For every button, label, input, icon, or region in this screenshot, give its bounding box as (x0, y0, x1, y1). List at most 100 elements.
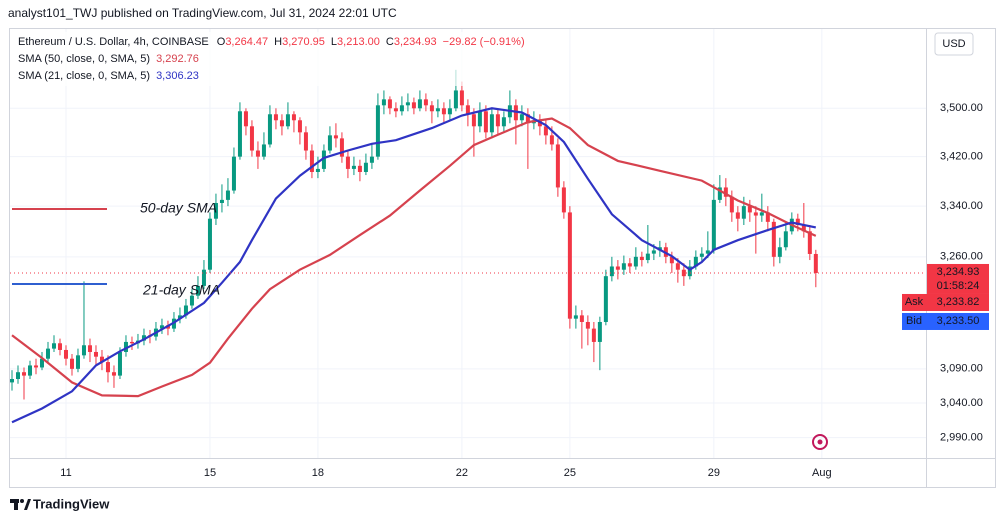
candle-body (273, 114, 278, 121)
candle-body (213, 203, 218, 219)
annotation: 50-day SMA (140, 200, 217, 216)
legend-name: SMA (21, close, 0, SMA, 5) (18, 70, 150, 82)
candle-body (597, 321, 602, 342)
x-tick-label: Aug (812, 467, 832, 479)
legend-value: 3,306.23 (156, 70, 199, 82)
candle-body (459, 90, 464, 106)
candle-body (447, 108, 452, 115)
candle-body (111, 372, 116, 376)
candle-body (39, 358, 44, 368)
candle-body (297, 120, 302, 133)
candle-body (669, 256, 674, 264)
candle-body (10, 379, 14, 383)
candle-body (525, 114, 530, 124)
legend-line: SMA (21, close, 0, SMA, 5) 3,306.23 (18, 70, 199, 82)
y-tick-label: 3,340.00 (940, 200, 983, 212)
candle-body (645, 253, 650, 261)
y-tick-label: 3,040.00 (940, 397, 983, 409)
sma-line (11, 107, 817, 424)
candle-body (705, 250, 710, 254)
candle-body (75, 355, 80, 369)
candle-body (699, 253, 704, 257)
quote-value: 3,233.82 (937, 296, 980, 308)
candle-body (321, 150, 326, 169)
candle-body (729, 196, 734, 213)
candle-body (339, 138, 344, 157)
ohlc-value: 3,270.95 (282, 36, 325, 48)
y-tick-label: 3,090.00 (940, 363, 983, 375)
x-tick-label: 15 (204, 467, 216, 479)
candle-body (63, 349, 68, 359)
candle-body (807, 231, 812, 254)
candle-body (159, 325, 164, 329)
candle-body (621, 263, 626, 270)
candle-body (57, 343, 62, 350)
candle-body (309, 150, 314, 172)
candle-body (363, 162, 368, 172)
candle-body (561, 187, 566, 213)
currency[interactable]: USD (942, 38, 965, 50)
candle-body (795, 218, 800, 226)
ohlc-label: O (217, 36, 226, 48)
candle-body (711, 199, 716, 251)
candle-body (279, 120, 284, 127)
y-tick-label: 3,260.00 (940, 251, 983, 263)
quote-name-tag (902, 293, 927, 311)
candle-body (429, 105, 434, 112)
quote-name-tag (902, 312, 927, 330)
candle-body (501, 117, 506, 127)
candle-body (285, 114, 290, 127)
candle-body (717, 187, 722, 200)
candle-body (381, 99, 386, 106)
candle-body (579, 315, 584, 322)
x-tick-label: 25 (564, 467, 576, 479)
x-tick-label: 29 (708, 467, 720, 479)
candle-body (435, 108, 440, 112)
candle-body (759, 212, 764, 216)
candle-body (513, 105, 518, 121)
candle-body (105, 362, 110, 373)
quote-tag (927, 293, 989, 311)
y-tick-label: 2,990.00 (940, 432, 983, 444)
candle-body (99, 356, 104, 363)
candle-body (243, 111, 248, 127)
publish-header: analyst101_TWJ published on TradingView.… (8, 6, 397, 20)
brand: TradingView (33, 496, 110, 511)
candle-body (405, 102, 410, 106)
ohlc-label: H (274, 36, 282, 48)
candle-body (315, 168, 320, 172)
candle-body (483, 111, 488, 133)
candle-body (177, 315, 182, 319)
candle-body (813, 253, 818, 273)
candle-body (603, 276, 608, 322)
candle-body (333, 135, 338, 139)
candle-body (681, 269, 686, 277)
ohlc-label: C (386, 36, 394, 48)
candle-body (207, 218, 212, 270)
candle-body (93, 351, 98, 357)
events-icon[interactable] (812, 434, 828, 450)
candle-body (555, 144, 560, 188)
candle-body (303, 132, 308, 151)
candle-body (471, 114, 476, 127)
ohlc-value: 3,213.00 (337, 36, 380, 48)
candle-body (33, 365, 38, 368)
candle-body (51, 343, 56, 349)
candle-body (117, 351, 122, 376)
currency-button[interactable] (934, 32, 974, 56)
candle-body (495, 114, 500, 127)
candle-body (15, 372, 20, 380)
quote-name: Ask (905, 296, 924, 308)
candle-body (783, 231, 788, 248)
candle-body (441, 108, 446, 115)
candle-body (195, 285, 200, 296)
candle-body (21, 372, 26, 376)
candle-body (225, 190, 230, 200)
quote-name: Bid (906, 315, 922, 327)
candle-body (489, 114, 494, 133)
last-price-tag (927, 263, 989, 294)
candle-body (267, 114, 272, 145)
candle-body (423, 99, 428, 106)
candle-body (651, 250, 656, 254)
